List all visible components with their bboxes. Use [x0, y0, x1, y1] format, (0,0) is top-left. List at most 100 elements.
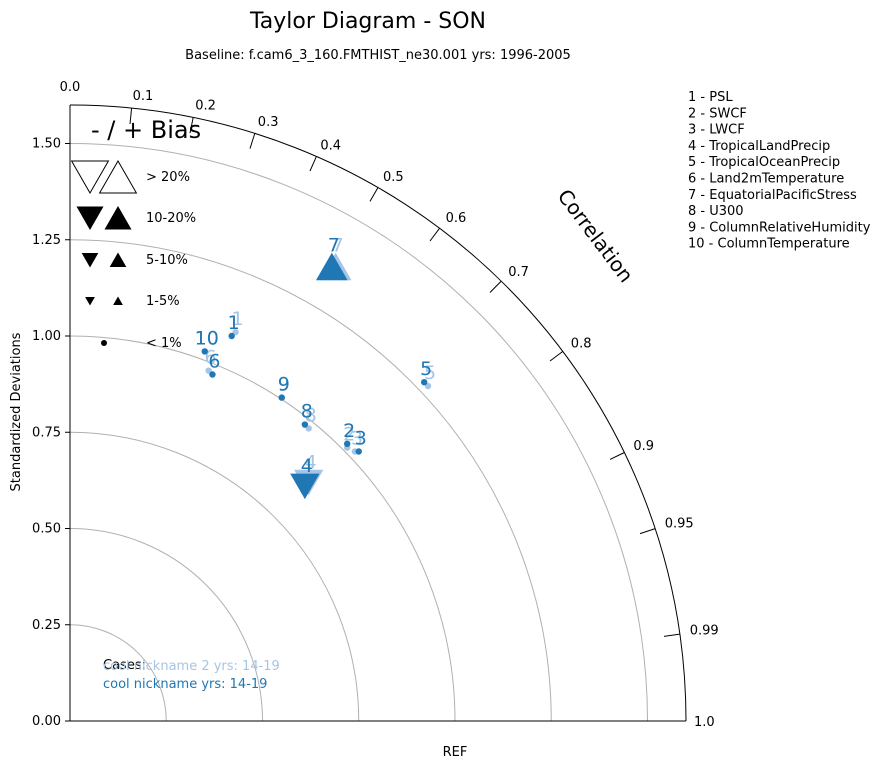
correlation-tick-label: 0.7 [508, 265, 529, 280]
correlation-tick-10 [639, 528, 656, 535]
bias-legend-label: 5-10% [146, 253, 188, 268]
data-point-label: 9 [278, 374, 290, 396]
y-tick-label: 0.25 [32, 618, 61, 633]
data-point-label: 8 [305, 404, 317, 426]
variable-legend-item: 7 - EquatorialPacificStress [688, 188, 857, 203]
data-point-label: 5 [424, 362, 436, 384]
variable-legend-item: 10 - ColumnTemperature [688, 237, 850, 252]
variable-legend-item: 3 - LWCF [688, 123, 745, 138]
data-point-marker [421, 379, 428, 386]
correlation-tick-label: 0.9 [633, 439, 654, 454]
data-point-marker [228, 332, 235, 340]
y-tick-label: 0.00 [32, 714, 61, 729]
bias-legend-negative-marker [81, 253, 99, 268]
data-point-label: 1 [232, 308, 244, 330]
y-tick-label: 0.75 [32, 425, 61, 440]
correlation-tick-11 [663, 633, 680, 637]
correlation-tick-2 [189, 117, 194, 134]
correlation-tick-label: 0.5 [383, 170, 404, 185]
data-point-label: 2 [343, 420, 355, 442]
std-arc-5 [69, 143, 648, 722]
correlation-tick-label: 0.8 [571, 336, 592, 351]
data-point-label: 7 [328, 235, 340, 257]
bias-legend-negative-marker [85, 297, 95, 306]
y-tick-label: 0.50 [32, 522, 61, 537]
std-arc-4 [69, 239, 552, 722]
correlation-tick-label: 0.2 [195, 99, 216, 114]
std-arc-2 [69, 431, 360, 722]
correlation-tick-4 [309, 156, 317, 172]
bias-legend-title: - / + Bias [91, 116, 201, 144]
variable-legend-item: 5 - TropicalOceanPrecip [688, 155, 840, 170]
data-point-marker [301, 421, 309, 428]
cases-title: Cases: [103, 658, 146, 673]
cases-legend: Cases: cool nickname 2 yrs: 14-19 cool ni… [103, 658, 280, 692]
data-point-marker [209, 371, 216, 378]
data-point-label: 1 [228, 312, 240, 334]
y-tick-label: 1.00 [32, 329, 61, 344]
correlation-tick-5 [369, 187, 379, 202]
bias-legend-label: > 20% [146, 170, 190, 185]
y-tick-label: 1.25 [32, 233, 61, 248]
bias-legend-positive-marker [104, 205, 132, 230]
variable-legend-item: 2 - SWCF [688, 106, 747, 121]
case-legend-item: cool nickname 2 yrs: 14-19 [103, 659, 280, 674]
correlation-tick-label: 0.3 [258, 115, 279, 130]
data-point-marker [344, 440, 351, 447]
variable-legend-item: 9 - ColumnRelativeHumidity [688, 220, 871, 235]
std-arc-0 [69, 624, 167, 722]
bias-legend-negative-marker [70, 160, 110, 195]
variable-legend-item: 1 - PSL [688, 90, 733, 105]
correlation-outer-arc [69, 104, 687, 722]
correlation-tick-1 [129, 108, 133, 125]
correlation-tick-label: 0.99 [690, 624, 719, 639]
correlation-tick-8 [549, 350, 564, 362]
data-point-label: 3 [351, 428, 363, 450]
std-arc-3 [69, 335, 456, 722]
data-point-label: 8 [301, 401, 313, 423]
variable-legend-item: 6 - Land2mTemperature [688, 172, 844, 187]
data-point-label: 10 [195, 327, 219, 349]
correlation-tick-label: 0.4 [320, 138, 341, 153]
correlation-tick-label: 0.95 [665, 517, 694, 532]
data-point-marker [201, 348, 208, 355]
correlation-tick-label: 1.0 [694, 715, 715, 730]
variable-legend-item: 8 - U300 [688, 204, 744, 219]
y-tick-label: 1.50 [32, 137, 61, 152]
x-axis-label: REF [443, 745, 468, 760]
y-axis-label: Standardized Deviations [9, 332, 24, 491]
std-arc-1 [69, 528, 263, 722]
bias-legend-positive-marker [109, 252, 127, 267]
bias-legend-dot [101, 340, 107, 346]
bias-legend-label: < 1% [146, 336, 182, 351]
correlation-tick-label: 0.1 [133, 89, 154, 104]
bias-legend-label: 10-20% [146, 211, 196, 226]
case-legend-item: cool nickname yrs: 14-19 [103, 677, 267, 692]
data-point-label: 2 [343, 424, 355, 446]
chart-title: Taylor Diagram - SON [249, 9, 486, 34]
bias-legend-positive-marker [98, 159, 138, 194]
bias-legend-label: 1-5% [146, 294, 180, 309]
correlation-tick-6 [429, 227, 441, 242]
data-point-marker [355, 448, 362, 455]
axes-layer: 0.000.250.500.751.001.251.500.00.10.20.3… [32, 80, 719, 730]
data-point-marker [315, 252, 348, 281]
data-point-label: 4 [305, 451, 317, 473]
correlation-title: Correlation [553, 185, 639, 288]
correlation-tick-3 [249, 133, 256, 149]
correlation-tick-label: 0.6 [446, 211, 467, 226]
data-point-marker [290, 473, 320, 500]
data-point-label: 5 [420, 358, 432, 380]
chart-subtitle: Baseline: f.cam6_3_160.FMTHIST_ne30.001 … [185, 48, 571, 63]
variable-legend-item: 4 - TropicalLandPrecip [688, 139, 830, 154]
data-point-label: 3 [355, 428, 367, 450]
data-point-label: 6 [208, 351, 220, 373]
correlation-tick-label: 0.0 [60, 80, 81, 95]
data-point-label: 10 [195, 327, 219, 349]
bias-legend-positive-marker [113, 296, 123, 305]
data-point-label: 7 [332, 235, 344, 257]
data-point-label: 9 [278, 374, 290, 396]
